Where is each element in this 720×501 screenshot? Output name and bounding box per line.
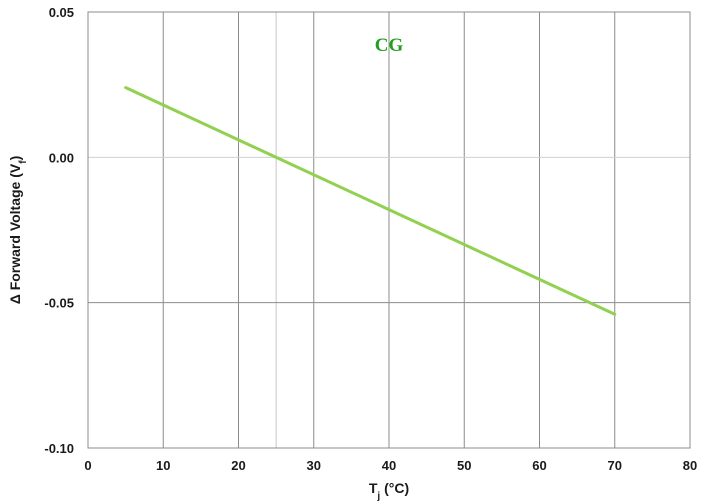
plot-border — [87, 11, 691, 449]
x-axis-title: Tj (°C) — [369, 480, 409, 501]
y-tick-label: -0.05 — [44, 296, 74, 311]
x-tick-label: 30 — [307, 458, 321, 473]
y-axis-title: Δ Forward Voltage (Vf) — [7, 156, 29, 305]
series-annotation: CG — [375, 35, 404, 56]
y-tick-label: 0.00 — [49, 150, 74, 165]
y-axis-title-main: Δ Forward Voltage (V — [7, 163, 23, 304]
x-tick-label: 20 — [231, 458, 245, 473]
x-axis-title-subscript: j — [376, 491, 380, 501]
grid-lines — [88, 12, 690, 448]
y-axis-title-close: ) — [7, 156, 23, 161]
y-tick-labels: 0.05 0.00 -0.05 -0.10 — [44, 5, 74, 456]
y-tick-label: -0.10 — [44, 441, 74, 456]
annotations: CG — [375, 35, 404, 56]
x-tick-label: 60 — [532, 458, 546, 473]
y-axis-title-subscript: f — [18, 160, 29, 164]
y-tick-label: 0.05 — [49, 5, 74, 20]
x-tick-label: 0 — [84, 458, 91, 473]
x-axis-title-main: T — [369, 480, 378, 496]
series-layer — [124, 86, 617, 316]
x-tick-label: 10 — [156, 458, 170, 473]
x-tick-label: 40 — [382, 458, 396, 473]
x-tick-label: 80 — [683, 458, 697, 473]
series-line-cg — [124, 86, 617, 316]
x-axis-title-unit: (°C) — [380, 480, 409, 496]
plot-area-frame — [87, 11, 691, 449]
x-tick-label: 70 — [608, 458, 622, 473]
x-tick-label: 50 — [457, 458, 471, 473]
x-tick-labels: 0 10 20 30 40 50 60 70 80 — [84, 458, 697, 473]
